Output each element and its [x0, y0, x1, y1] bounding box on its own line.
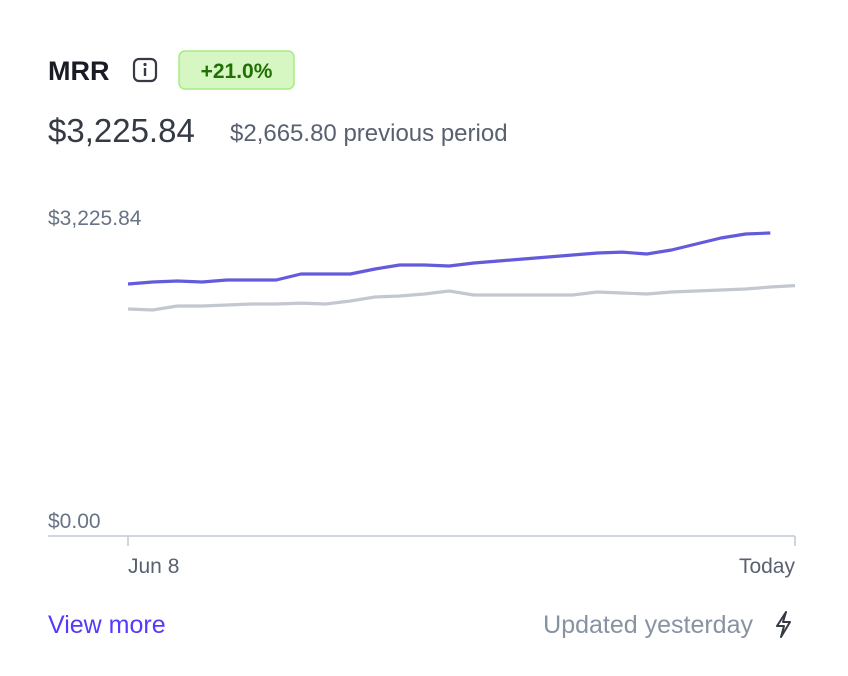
x-tick-label: Today [739, 555, 796, 578]
series-line [127, 284, 796, 312]
x-tick-label: Jun 8 [128, 555, 179, 578]
info-icon[interactable] [132, 57, 158, 83]
status: Updated yesterday [543, 611, 753, 639]
previous-value: $2,665.80 previous period [230, 120, 508, 147]
title: MRR [48, 56, 110, 86]
view-more-link[interactable]: View more [48, 611, 166, 639]
y-tick-label: $3,225.84 [48, 207, 142, 230]
series-line [127, 231, 771, 286]
badge-text: +21.0% [201, 60, 273, 83]
current-value: $3,225.84 [48, 112, 195, 149]
badge [178, 50, 295, 90]
lightning-icon [776, 611, 791, 638]
y-tick-label: $0.00 [48, 510, 101, 533]
